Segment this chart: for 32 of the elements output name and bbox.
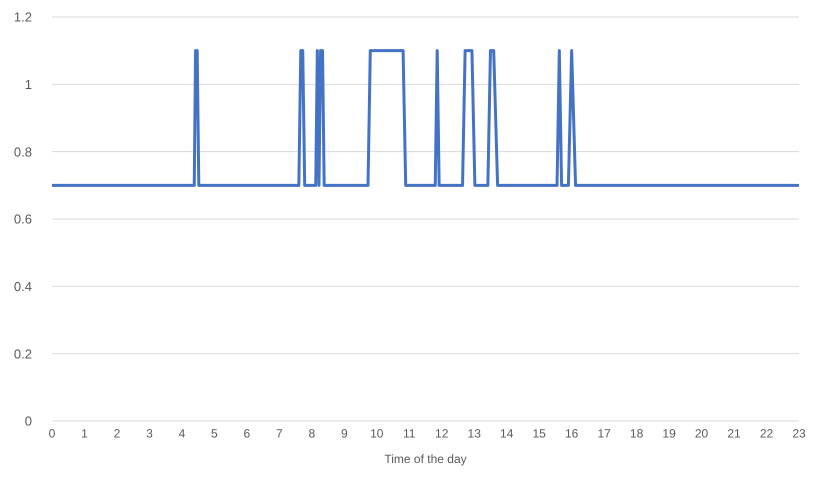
y-tick-label: 0	[24, 414, 32, 429]
x-tick-label: 4	[178, 426, 186, 441]
y-tick-label: 1.2	[14, 10, 32, 25]
x-tick-label: 11	[403, 426, 416, 441]
x-tick-label: 21	[727, 426, 742, 441]
x-tick-label: 19	[662, 426, 676, 441]
x-tick-label: 6	[244, 426, 251, 441]
x-tick-label: 20	[694, 426, 709, 441]
x-tick-label: 8	[308, 426, 316, 441]
x-tick-label: 0	[48, 426, 56, 441]
x-tick-label: 22	[760, 426, 774, 441]
x-tick-label: 3	[146, 426, 154, 441]
y-tick-label: 0.8	[14, 144, 32, 160]
x-tick-label: 1	[81, 426, 88, 441]
x-tick-label: 16	[564, 426, 579, 441]
x-tick-label: 2	[114, 426, 121, 441]
y-tick-label: 0.6	[14, 212, 32, 227]
y-tick-label: 1	[24, 76, 32, 92]
x-tick-label: 18	[630, 426, 644, 441]
x-tick-label: 7	[276, 426, 284, 441]
x-tick-label: 9	[340, 426, 348, 441]
y-tick-label: 0.2	[14, 346, 32, 362]
x-tick-label: 14	[500, 426, 514, 441]
x-axis-title: Time of the day	[384, 452, 467, 466]
x-tick-label: 15	[532, 426, 546, 441]
x-tick-label: 5	[211, 426, 218, 441]
x-tick-label: 12	[435, 426, 449, 441]
y-tick-label: 0.4	[14, 278, 32, 294]
x-tick-label: 13	[468, 426, 482, 441]
x-tick-label: 23	[792, 426, 806, 441]
x-tick-label: 10	[370, 426, 384, 441]
x-tick-label: 17	[597, 426, 612, 441]
